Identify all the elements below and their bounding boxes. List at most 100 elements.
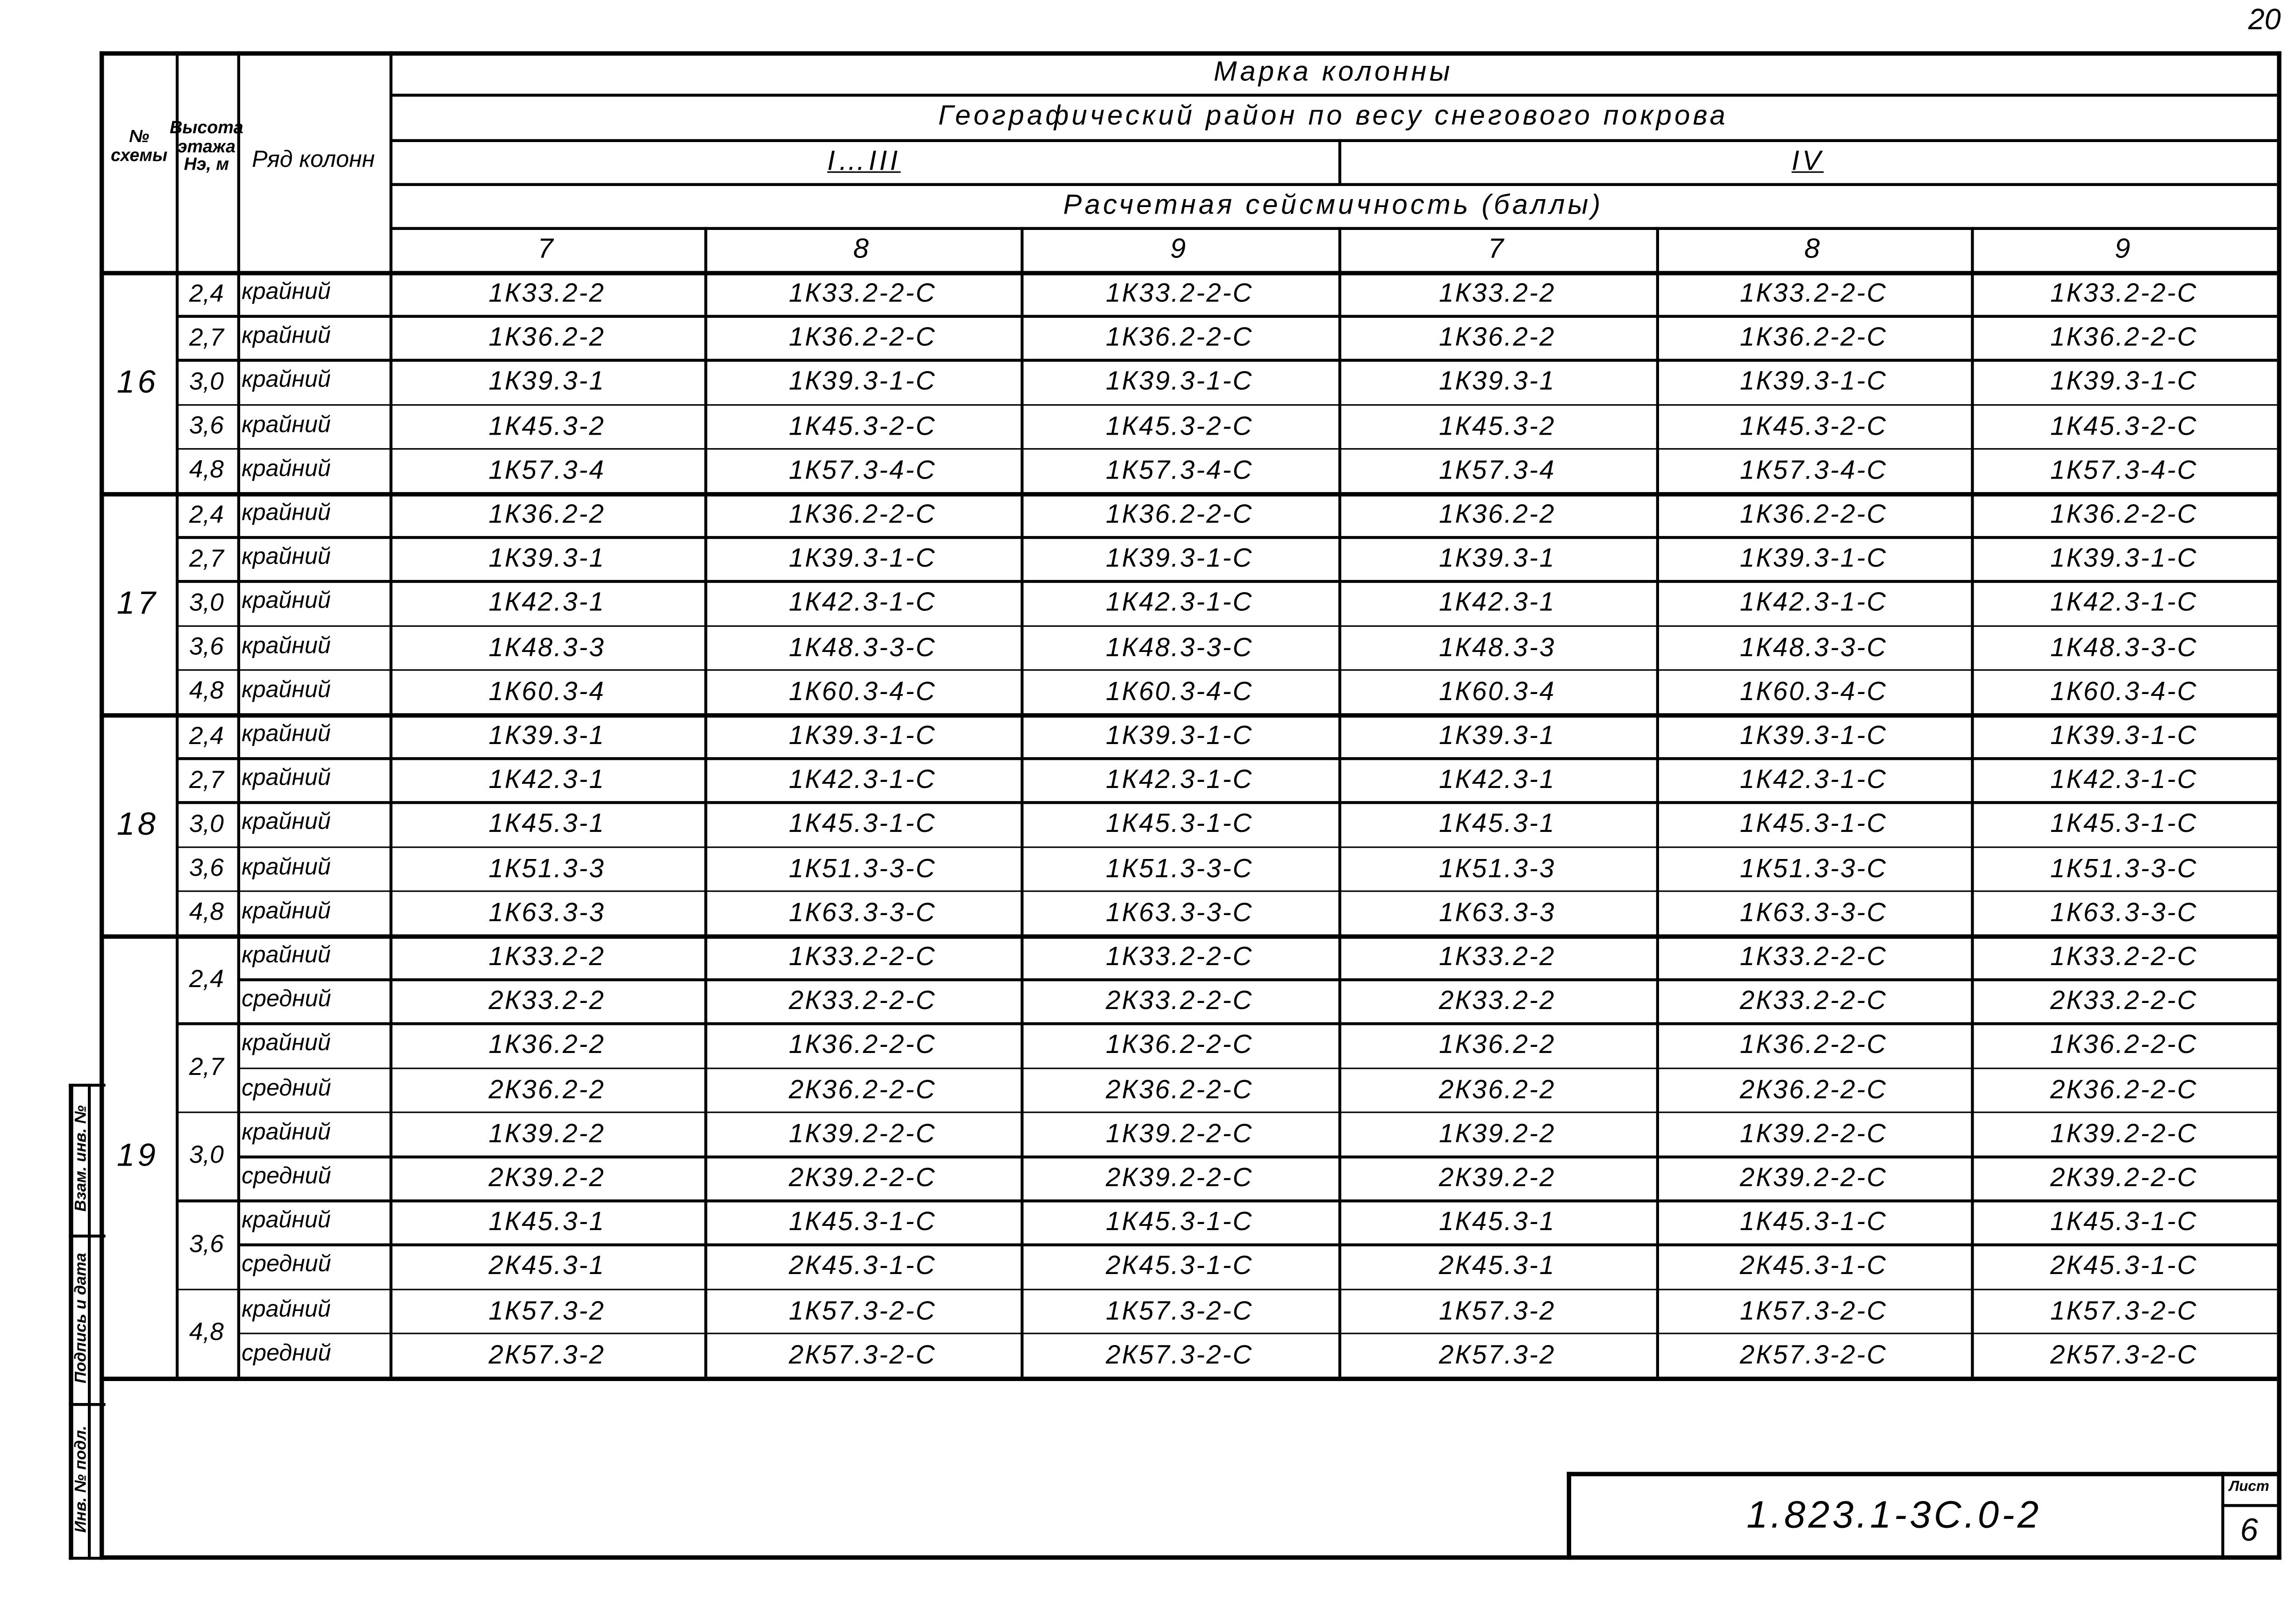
column-mark: 1К39.2-2-С	[1739, 1118, 1888, 1148]
page-number: 20	[2248, 4, 2281, 37]
column-mark: 2К39.2-2-С	[2050, 1163, 2198, 1193]
column-mark: 2К33.2-2-С	[1739, 986, 1888, 1016]
column-mark: 1К39.2-2-С	[788, 1118, 937, 1148]
column-mark: 1К33.2-2	[488, 278, 606, 308]
column-row-type: крайний	[241, 943, 331, 968]
rule-line	[100, 271, 2277, 276]
column-mark: 1К39.3-1-С	[1106, 721, 1253, 750]
column-mark: 1К45.3-1	[1438, 809, 1556, 838]
column-mark: 1К33.2-2	[1438, 942, 1556, 971]
column-mark: 2К57.3-2-С	[1739, 1339, 1888, 1369]
rule-line	[2221, 1504, 2277, 1507]
column-row-type: средний	[241, 987, 331, 1013]
column-row-type: крайний	[241, 766, 331, 792]
rule-line	[237, 1332, 2277, 1335]
seismic-level-header: 7	[537, 233, 556, 265]
column-mark: 1К36.2-2-С	[1739, 499, 1888, 529]
column-mark: 2К39.2-2-С	[1739, 1163, 1888, 1193]
floor-height: 4,8	[189, 456, 224, 484]
column-mark: 2К45.3-1	[1438, 1251, 1556, 1281]
column-row-type: средний	[241, 1164, 331, 1189]
column-mark: 1К60.3-4-С	[2050, 676, 2198, 706]
column-mark: 2К57.3-2-С	[788, 1339, 937, 1369]
column-row-type: крайний	[241, 324, 331, 349]
column-mark: 2К45.3-1	[488, 1251, 606, 1281]
rule-line	[175, 536, 2277, 539]
rule-line	[100, 934, 2277, 938]
column-mark: 1К39.2-2-С	[1106, 1118, 1253, 1148]
column-mark: 1К63.3-3-С	[1739, 897, 1888, 927]
floor-height: 2,4	[189, 500, 224, 528]
rule-line	[175, 669, 2277, 672]
floor-height: 3,0	[189, 588, 224, 617]
header-seismic-title: Расчетная сейсмичность (баллы)	[1063, 189, 1603, 221]
drawing-code: 1.823.1-3С.0-2	[1746, 1492, 2042, 1537]
rule-line	[175, 315, 2277, 318]
column-mark: 2К33.2-2-С	[788, 986, 937, 1016]
column-mark: 1К57.3-4-С	[788, 455, 937, 485]
scheme-number: 17	[116, 583, 159, 621]
column-row-type: крайний	[241, 1120, 331, 1146]
column-mark: 1К39.3-1	[1438, 366, 1556, 396]
column-mark: 1К33.2-2-С	[1106, 278, 1253, 308]
column-mark: 1К48.3-3	[488, 632, 606, 662]
column-row-type: крайний	[241, 1297, 331, 1322]
column-mark: 1К42.3-1-С	[1106, 765, 1253, 795]
column-mark: 2К45.3-1-С	[2050, 1251, 2198, 1281]
seismic-level-header: 7	[1488, 233, 1507, 265]
rule-line	[389, 227, 2277, 230]
column-mark: 2К57.3-2-С	[1106, 1339, 1253, 1369]
column-row-type: крайний	[241, 279, 331, 305]
column-mark: 2К39.2-2-С	[788, 1163, 937, 1193]
rule-line	[1338, 139, 1342, 183]
column-mark: 1К51.3-3	[1438, 853, 1556, 883]
floor-height: 2,4	[189, 965, 224, 993]
column-mark: 1К36.2-2	[488, 1030, 606, 1060]
floor-height: 3,0	[189, 1141, 224, 1170]
column-mark: 2К33.2-2	[488, 986, 606, 1016]
column-mark: 1К60.3-4-С	[1739, 676, 1888, 706]
column-mark: 2К45.3-1-С	[788, 1251, 937, 1281]
column-mark: 1К36.2-2	[1438, 322, 1556, 352]
column-row-type: крайний	[241, 855, 331, 880]
rule-line	[237, 1067, 2277, 1069]
column-mark: 1К45.3-2	[1438, 411, 1556, 441]
column-mark: 1К45.3-1	[488, 1207, 606, 1237]
column-mark: 1К36.2-2	[1438, 499, 1556, 529]
column-mark: 1К45.3-1	[488, 809, 606, 838]
column-mark: 1К57.3-4	[488, 455, 606, 485]
column-mark: 1К60.3-4	[488, 676, 606, 706]
floor-height: 3,6	[189, 633, 224, 661]
column-mark: 2К36.2-2-С	[788, 1074, 937, 1104]
floor-height: 4,8	[189, 1318, 224, 1346]
column-mark: 1К39.3-1-С	[788, 366, 937, 396]
rule-line	[389, 139, 2277, 142]
column-row-type: средний	[241, 1076, 331, 1101]
floor-height: 3,0	[189, 367, 224, 396]
column-mark: 1К45.3-2	[488, 411, 606, 441]
rule-line	[175, 890, 2277, 893]
column-mark: 1К45.3-2-С	[1739, 411, 1888, 441]
column-mark: 1К39.3-1-С	[2050, 366, 2198, 396]
side-stamp-label: Взам. инв. №	[72, 1104, 90, 1211]
rule-line	[2221, 1472, 2224, 1560]
column-mark: 1К36.2-2	[488, 322, 606, 352]
column-mark: 1К33.2-2	[1438, 278, 1556, 308]
rule-line	[1566, 1472, 2277, 1476]
column-mark: 1К48.3-3	[1438, 632, 1556, 662]
column-mark: 2К39.2-2	[488, 1163, 606, 1193]
column-mark: 1К42.3-1-С	[1739, 765, 1888, 795]
seismic-level-header: 9	[2115, 233, 2133, 265]
column-mark: 1К42.3-1-С	[788, 765, 937, 795]
rule-line	[175, 1023, 2277, 1025]
rule-line	[69, 1403, 106, 1406]
column-mark: 1К57.3-4-С	[1739, 455, 1888, 485]
column-mark: 1К45.3-1	[1438, 1207, 1556, 1237]
rule-line	[175, 1200, 2277, 1202]
rule-line	[69, 1557, 106, 1560]
column-mark: 1К42.3-1-С	[788, 588, 937, 617]
column-mark: 1К36.2-2-С	[1739, 322, 1888, 352]
column-mark: 1К57.3-2-С	[2050, 1296, 2198, 1325]
column-mark: 1К39.3-1-С	[1739, 544, 1888, 573]
